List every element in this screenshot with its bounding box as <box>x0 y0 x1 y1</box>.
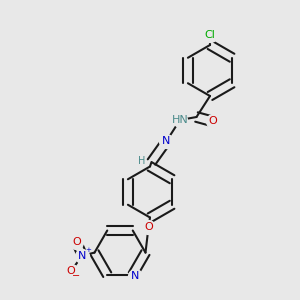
Text: −: − <box>72 271 81 281</box>
Text: +: + <box>85 247 91 253</box>
Text: N: N <box>78 250 87 261</box>
Text: HN: HN <box>172 115 188 125</box>
Text: N: N <box>162 136 171 146</box>
Text: H: H <box>138 155 146 166</box>
Text: O: O <box>144 222 153 232</box>
Text: O: O <box>72 237 81 247</box>
Text: O: O <box>208 116 217 127</box>
Text: N: N <box>131 271 139 281</box>
Text: O: O <box>67 266 76 276</box>
Text: Cl: Cl <box>205 30 215 40</box>
